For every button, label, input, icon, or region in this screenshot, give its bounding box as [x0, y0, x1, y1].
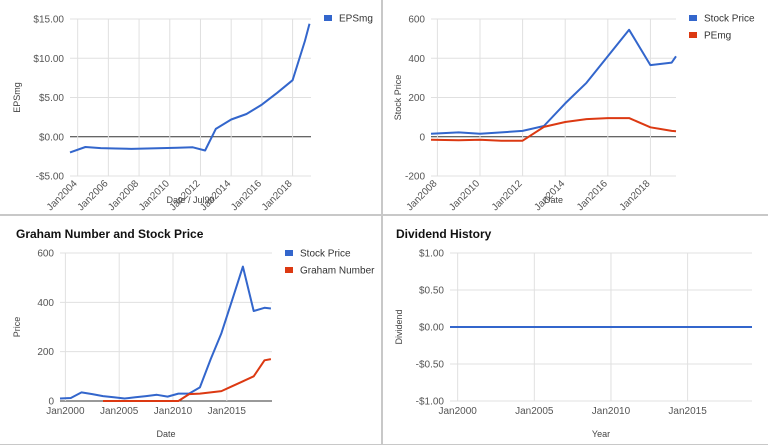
legend-label: EPSmg	[339, 14, 373, 25]
dividend-chart: Dividend History $1.00 $0.50 $0.00 -$0.50 -$1…	[394, 227, 752, 439]
y-axis-label: Dividend	[394, 309, 404, 344]
x-tick-label: Jan2010	[592, 406, 631, 417]
x-tick-label: Jan2005	[515, 406, 554, 417]
y-tick-label: -200	[405, 172, 425, 183]
y-tick-label: 0	[419, 132, 425, 143]
x-tick-label: Jan2018	[618, 178, 653, 213]
chart-panel-graham: Graham Number and Stock Price 600 400 200 0 J…	[0, 215, 382, 445]
graham-chart: Graham Number and Stock Price6004002000J…	[12, 227, 375, 439]
legend-swatch	[324, 15, 332, 21]
legend-label: Stock Price	[300, 249, 351, 260]
y-tick-label: $0.00	[419, 323, 444, 334]
x-tick-label: Jan2010	[447, 178, 482, 213]
legend-swatch	[285, 250, 293, 256]
x-tick-label: Jan2000	[438, 406, 477, 417]
y-tick-label: -$0.50	[416, 360, 445, 371]
y-tick-label: 400	[408, 54, 425, 65]
y-tick-label: -$1.00	[416, 397, 445, 408]
series-line-graham-number	[103, 358, 272, 402]
legend-swatch	[689, 32, 697, 38]
x-tick-label: Jan2005	[100, 406, 139, 417]
x-tick-label: Jan2004	[45, 178, 80, 213]
x-tick-label: Jan2016	[229, 178, 264, 213]
legend-label: Stock Price	[704, 14, 755, 25]
y-tick-label: 600	[37, 249, 54, 260]
legend-swatch	[689, 15, 697, 21]
y-tick-label: $10.00	[33, 54, 64, 65]
y-axis-label: Price	[12, 317, 22, 338]
y-tick-label: $0.50	[419, 286, 444, 297]
x-axis-label: Date	[544, 195, 563, 205]
y-tick-label: $0.00	[39, 132, 64, 143]
x-tick-label: Jan2018	[260, 178, 295, 213]
x-tick-label: Jan2008	[405, 178, 440, 213]
chart-panel-eps: EPSmg $15.00 $10.00 $5.00 $0.00 -$5.00Jan2004…	[0, 0, 382, 215]
legend-label: PEmg	[704, 31, 731, 42]
legend-label: Graham Number	[300, 266, 375, 277]
y-tick-label: $15.00	[33, 15, 64, 26]
y-tick-label: $1.00	[419, 249, 444, 260]
y-tick-label: 600	[408, 15, 425, 26]
chart-title: Dividend History	[396, 227, 492, 241]
y-tick-label: 200	[37, 347, 54, 358]
x-tick-label: Jan2010	[154, 406, 193, 417]
series-line-stock-price	[430, 28, 677, 135]
x-tick-label: Jan2012	[490, 178, 525, 213]
x-axis-label: Date / Jul99	[166, 195, 214, 205]
x-tick-label: Jan2015	[208, 406, 247, 417]
price-pe-chart: Price and PEmg6004002000-200Jan2008Jan20…	[393, 14, 755, 214]
x-tick-label: Jan2008	[106, 178, 141, 213]
legend-swatch	[285, 267, 293, 273]
x-tick-label: Jan2000	[46, 406, 85, 417]
chart-title: Graham Number and Stock Price	[16, 227, 204, 241]
eps-chart: EPSmg $15.00 $10.00 $5.00 $0.00 -$5.00Jan2004…	[12, 14, 373, 214]
x-tick-label: Jan2016	[575, 178, 610, 213]
x-axis-label: Year	[592, 429, 610, 439]
y-axis-label: Stock Price	[393, 75, 403, 121]
y-axis-label: EPSmg	[12, 82, 22, 113]
y-tick-label: $5.00	[39, 93, 64, 104]
y-tick-label: 400	[37, 298, 54, 309]
series-line-stock-price	[59, 265, 272, 400]
series-line-epsmg	[69, 23, 311, 154]
y-tick-label: 0	[48, 397, 54, 408]
series-line-pemg	[430, 117, 677, 142]
x-tick-label: Jan2006	[76, 178, 111, 213]
y-tick-label: -$5.00	[36, 172, 65, 183]
x-axis-label: Date	[156, 429, 175, 439]
chart-panel-price-pe: Price and PEmg6004002000-200Jan2008Jan20…	[382, 0, 768, 215]
chart-panel-dividend: Dividend History $1.00 $0.50 $0.00 -$0.50 -$1…	[382, 215, 768, 445]
x-tick-label: Jan2015	[668, 406, 707, 417]
y-tick-label: 200	[408, 93, 425, 104]
